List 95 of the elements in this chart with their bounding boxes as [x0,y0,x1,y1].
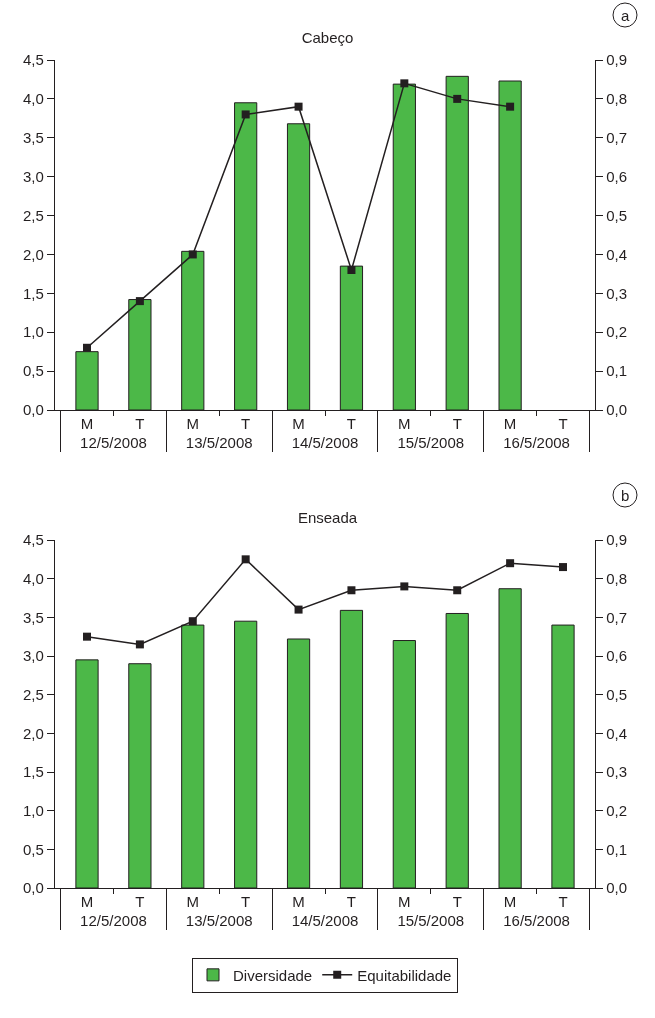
y-tick-label: 2,5 [22,685,44,703]
y2-tick-label: 0,7 [606,129,628,147]
x-tick-label: T [346,893,357,911]
point [453,586,462,595]
x-tick-label: M [186,415,200,433]
x-tick-label: T [346,415,357,433]
x-tick-label: T [135,415,145,433]
y2-tick-label: 0,1 [606,840,628,858]
x-tick-label: M [80,893,94,911]
y-tick-label: 4,0 [22,569,44,587]
y-tick-label: 0,0 [22,401,44,419]
y2-tick-label: 0,2 [606,801,628,819]
point [83,343,91,352]
y-tick-label: 1,5 [22,763,44,781]
x-tick-label: M [398,893,411,911]
y-tick-label: 0,0 [22,879,44,897]
y2-tick-label: 0,7 [606,608,628,626]
x-tick-label: M [292,893,305,911]
y2-tick-label: 0,8 [606,90,628,108]
text: b [621,487,630,504]
x-tick-label: T [558,893,568,911]
y2-tick-label: 0,3 [606,284,628,302]
y2-tick-label: 0,1 [606,362,628,380]
point [241,555,250,564]
x-tick-label: M [503,893,517,911]
point [506,559,515,568]
x-tick-label: M [186,893,200,911]
point [135,640,144,649]
y2-tick-label: 0,4 [606,724,628,742]
point [347,266,356,274]
y-tick-label: 0,5 [22,362,44,380]
text: 13/5/2008 [185,912,253,930]
text: 15/5/2008 [397,434,465,452]
y2-tick-label: 0,6 [606,167,628,185]
y2-tick-label: 0,9 [606,531,628,549]
text: 15/5/2008 [397,912,465,930]
chart-title: Cabeço [301,29,354,47]
text: 13/5/2008 [185,434,253,452]
y-tick-label: 2,0 [22,724,44,742]
y-tick-label: 2,0 [22,245,44,263]
chart-title: Enseada [297,509,358,527]
y2-tick-label: 0,0 [606,879,628,897]
y2-tick-label: 0,5 [606,685,628,703]
legend-label: Equitabilidade [357,966,452,984]
y-tick-label: 4,5 [22,51,44,69]
x-tick-label: M [292,415,305,433]
point [347,586,356,595]
y-tick-label: 1,0 [22,801,44,819]
x-tick-label: T [241,893,251,911]
x-tick-label: T [452,893,462,911]
x-tick-label: T [452,415,462,433]
point [294,605,303,614]
y2-tick-label: 0,5 [606,206,628,224]
point [400,582,409,591]
text: 12/5/2008 [80,434,147,452]
y-tick-label: 3,5 [22,608,44,626]
x-tick-label: T [241,415,251,433]
y2-tick-label: 0,0 [606,401,628,419]
text: a [621,7,630,24]
y-tick-label: 4,5 [22,531,44,549]
text: 14/5/2008 [291,434,359,452]
text: 12/5/2008 [80,912,147,930]
y2-tick-label: 0,3 [606,763,628,781]
y2-tick-label: 0,8 [606,569,628,587]
x-tick-label: M [398,415,411,433]
y2-tick-label: 0,2 [606,323,628,341]
x-tick-label: T [135,893,145,911]
x-tick-label: T [558,415,568,433]
point [188,617,197,626]
point [241,110,250,119]
x-tick-label: M [503,415,517,433]
y-tick-label: 4,0 [22,90,44,108]
text: 16/5/2008 [503,434,570,452]
point [135,297,144,306]
y-tick-label: 2,5 [22,206,44,224]
y-tick-label: 1,0 [22,323,44,341]
legend-label: Diversidade [233,966,313,984]
y-tick-label: 3,5 [22,129,44,147]
point [188,250,197,259]
point [83,632,91,641]
y2-tick-label: 0,6 [606,647,628,665]
y2-tick-label: 0,9 [606,51,628,69]
point [559,563,567,572]
y-tick-label: 1,5 [22,284,44,302]
point [453,94,462,103]
point [506,102,515,111]
y-tick-label: 3,0 [22,167,44,185]
y2-tick-label: 0,4 [606,245,628,263]
text: 14/5/2008 [291,912,359,930]
y-tick-label: 0,5 [22,840,44,858]
y-tick-label: 3,0 [22,647,44,665]
text: 16/5/2008 [503,912,570,930]
x-tick-label: M [80,415,94,433]
point [294,102,303,111]
point [400,79,409,88]
